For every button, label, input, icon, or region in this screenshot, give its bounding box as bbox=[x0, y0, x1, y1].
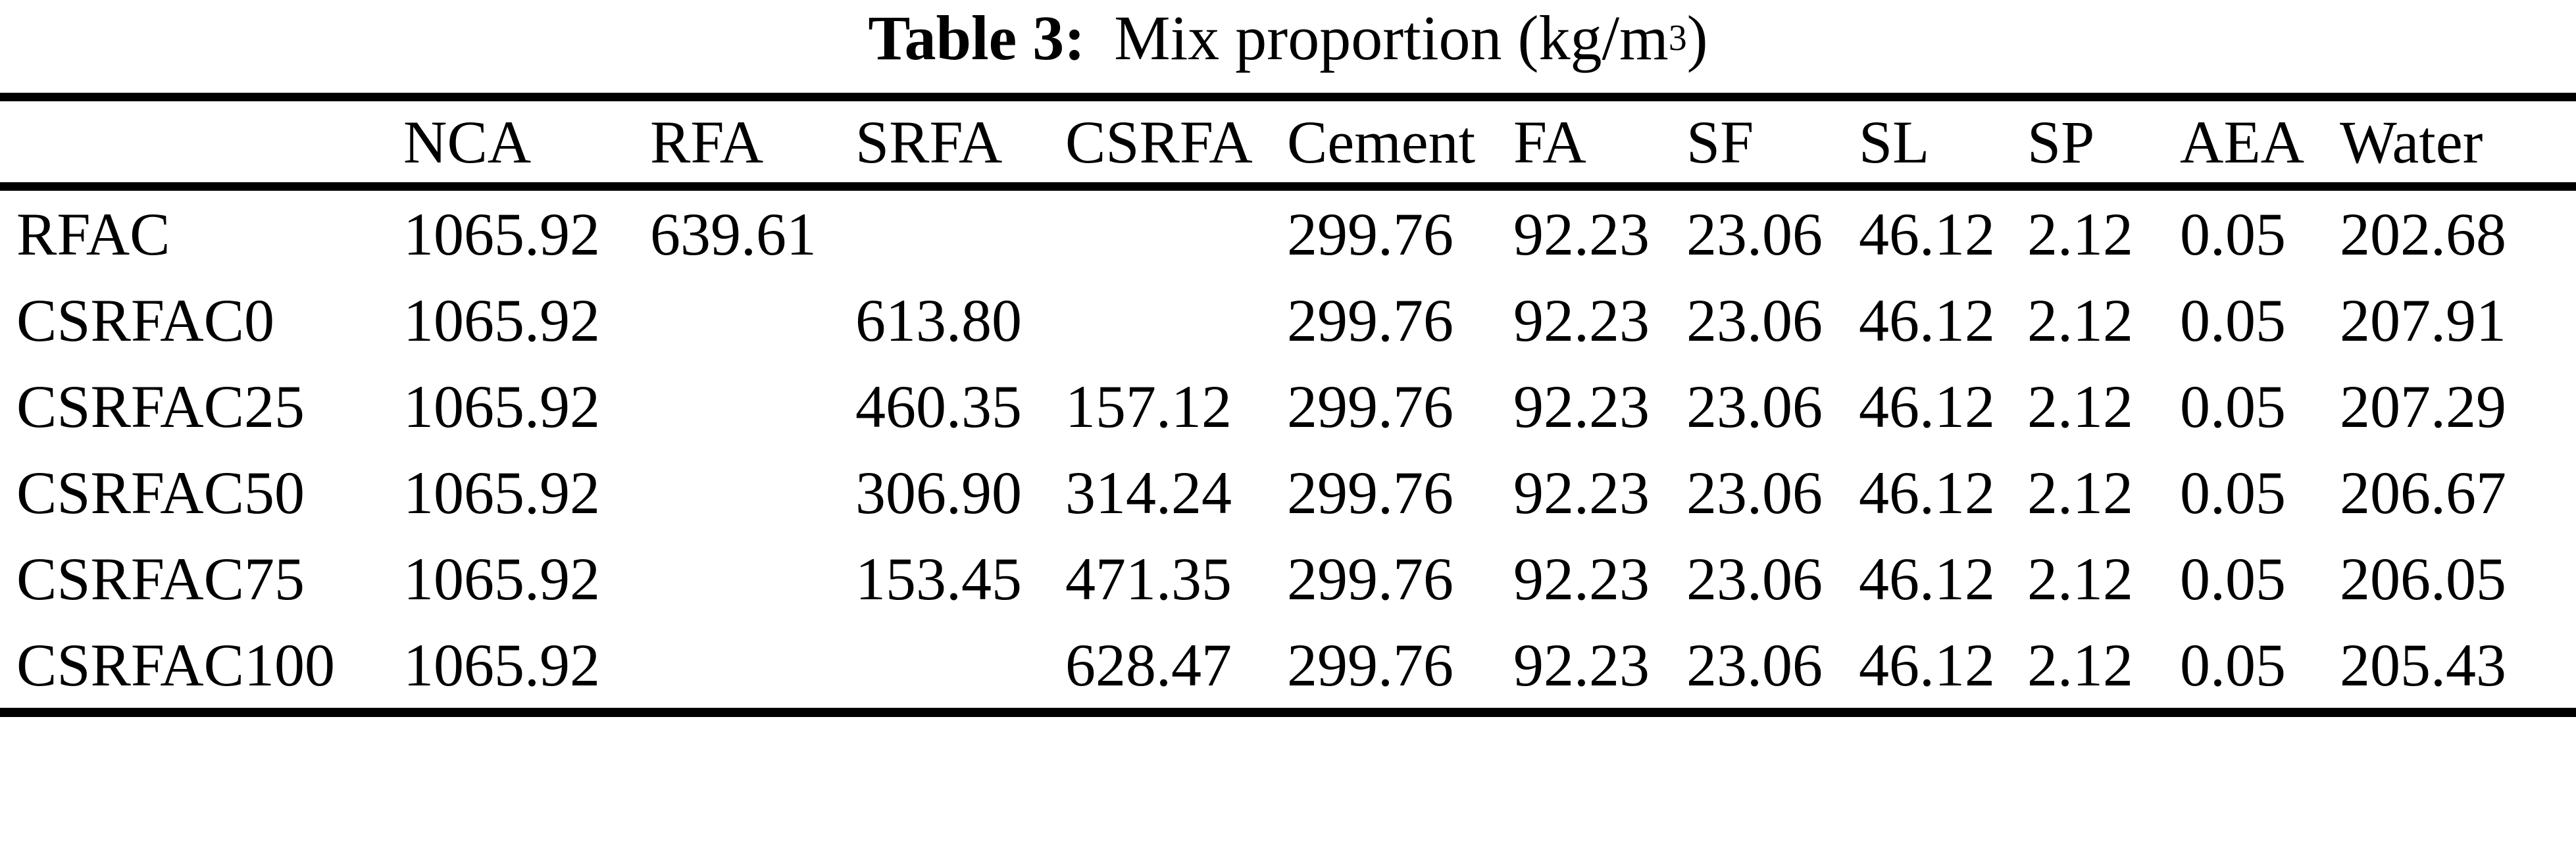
row-label: CSRFAC0 bbox=[16, 286, 275, 354]
cell-sf: 23.06 bbox=[1686, 631, 1823, 699]
cell-fa: 92.23 bbox=[1513, 545, 1650, 612]
cell-cement: 299.76 bbox=[1287, 286, 1453, 354]
header-mix-id bbox=[0, 97, 403, 191]
row-label: CSRFAC50 bbox=[16, 458, 305, 526]
cell-fa: 92.23 bbox=[1513, 631, 1650, 699]
cell-sl: 46.12 bbox=[1859, 372, 1995, 440]
cell-srfa bbox=[855, 622, 1065, 712]
cell-sp: 2.12 bbox=[2027, 200, 2133, 268]
cell-sf: 23.06 bbox=[1686, 458, 1823, 526]
cell-csrfa bbox=[1065, 187, 1287, 278]
table-caption-title: Mix proportion (kg/m bbox=[1114, 3, 1669, 73]
header-aea: AEA bbox=[2180, 97, 2340, 191]
table-row-csrfac25: CSRFAC25 1065.92 460.35 157.12 299.76 92… bbox=[0, 363, 2576, 449]
row-label: CSRFAC100 bbox=[16, 631, 336, 699]
cell-fa: 92.23 bbox=[1513, 458, 1650, 526]
cell-nca: 1065.92 bbox=[403, 631, 600, 699]
cell-fa: 92.23 bbox=[1513, 372, 1650, 440]
row-label: CSRFAC75 bbox=[16, 545, 305, 612]
mix-proportion-table: NCA RFA SRFA CSRFA Cement FA SF SL SP AE… bbox=[0, 93, 2576, 717]
header-sp: SP bbox=[2027, 97, 2180, 191]
header-fa: FA bbox=[1513, 97, 1686, 191]
cell-aea: 0.05 bbox=[2180, 286, 2286, 354]
cell-water: 205.43 bbox=[2340, 631, 2506, 699]
cell-srfa: 306.90 bbox=[855, 458, 1022, 526]
cell-water: 206.67 bbox=[2340, 458, 2506, 526]
cell-rfa bbox=[650, 363, 855, 449]
cell-cement: 299.76 bbox=[1287, 631, 1453, 699]
cell-sp: 2.12 bbox=[2027, 631, 2133, 699]
cell-cement: 299.76 bbox=[1287, 458, 1453, 526]
cell-nca: 1065.92 bbox=[403, 458, 600, 526]
cell-srfa: 153.45 bbox=[855, 545, 1022, 612]
cell-rfa: 639.61 bbox=[650, 200, 817, 268]
table-row-csrfac100: CSRFAC100 1065.92 628.47 299.76 92.23 23… bbox=[0, 622, 2576, 712]
cell-aea: 0.05 bbox=[2180, 200, 2286, 268]
cell-cement: 299.76 bbox=[1287, 545, 1453, 612]
cell-sl: 46.12 bbox=[1859, 631, 1995, 699]
table-row-csrfac75: CSRFAC75 1065.92 153.45 471.35 299.76 92… bbox=[0, 535, 2576, 622]
cell-aea: 0.05 bbox=[2180, 545, 2286, 612]
table-notes: Note: a In the mix proportion, CSRFA use… bbox=[0, 725, 2576, 842]
cell-sl: 46.12 bbox=[1859, 458, 1995, 526]
cell-csrfa: 471.35 bbox=[1065, 545, 1232, 612]
cell-aea: 0.05 bbox=[2180, 372, 2286, 440]
header-water: Water bbox=[2340, 97, 2576, 191]
cell-sp: 2.12 bbox=[2027, 458, 2133, 526]
cell-rfa bbox=[650, 535, 855, 622]
cell-sl: 46.12 bbox=[1859, 286, 1995, 354]
cell-csrfa: 314.24 bbox=[1065, 458, 1232, 526]
cell-fa: 92.23 bbox=[1513, 200, 1650, 268]
cell-srfa: 460.35 bbox=[855, 372, 1022, 440]
table-row-csrfac50: CSRFAC50 1065.92 306.90 314.24 299.76 92… bbox=[0, 449, 2576, 535]
cell-srfa bbox=[855, 187, 1065, 278]
cell-water: 206.05 bbox=[2340, 545, 2506, 612]
table-caption: Table 3: Mix proportion (kg/m 3) bbox=[868, 3, 1708, 73]
header-rfa: RFA bbox=[650, 97, 855, 191]
header-csrfa: CSRFA bbox=[1065, 97, 1287, 191]
cell-sf: 23.06 bbox=[1686, 372, 1823, 440]
cell-nca: 1065.92 bbox=[403, 545, 600, 612]
cell-aea: 0.05 bbox=[2180, 631, 2286, 699]
cell-water: 207.29 bbox=[2340, 372, 2506, 440]
cell-nca: 1065.92 bbox=[403, 286, 600, 354]
cell-aea: 0.05 bbox=[2180, 458, 2286, 526]
cell-sf: 23.06 bbox=[1686, 286, 1823, 354]
cell-sf: 23.06 bbox=[1686, 200, 1823, 268]
table-caption-close-paren: ) bbox=[1686, 3, 1708, 73]
table-caption-number: Table 3: bbox=[868, 3, 1086, 73]
cell-nca: 1065.92 bbox=[403, 200, 600, 268]
header-srfa: SRFA bbox=[855, 97, 1065, 191]
cell-srfa: 613.80 bbox=[855, 286, 1022, 354]
table-row-rfac: RFAC 1065.92 639.61 299.76 92.23 23.06 4… bbox=[0, 187, 2576, 278]
cell-cement: 299.76 bbox=[1287, 372, 1453, 440]
cell-sl: 46.12 bbox=[1859, 545, 1995, 612]
cell-csrfa: 628.47 bbox=[1065, 631, 1232, 699]
cell-csrfa bbox=[1065, 277, 1287, 363]
cell-sp: 2.12 bbox=[2027, 372, 2133, 440]
header-sf: SF bbox=[1686, 97, 1859, 191]
header-cement: Cement bbox=[1287, 97, 1513, 191]
row-label: RFAC bbox=[16, 200, 170, 268]
cell-sp: 2.12 bbox=[2027, 286, 2133, 354]
header-nca: NCA bbox=[403, 97, 650, 191]
cell-sp: 2.12 bbox=[2027, 545, 2133, 612]
cell-water: 207.91 bbox=[2340, 286, 2506, 354]
cell-sf: 23.06 bbox=[1686, 545, 1823, 612]
header-sl: SL bbox=[1859, 97, 2027, 191]
table-header-row: NCA RFA SRFA CSRFA Cement FA SF SL SP AE… bbox=[0, 97, 2576, 191]
cell-nca: 1065.92 bbox=[403, 372, 600, 440]
cell-rfa bbox=[650, 622, 855, 712]
cell-rfa bbox=[650, 449, 855, 535]
cell-water: 202.68 bbox=[2340, 200, 2506, 268]
table-row-csrfac0: CSRFAC0 1065.92 613.80 299.76 92.23 23.0… bbox=[0, 277, 2576, 363]
cell-rfa bbox=[650, 277, 855, 363]
cell-fa: 92.23 bbox=[1513, 286, 1650, 354]
cell-csrfa: 157.12 bbox=[1065, 372, 1232, 440]
cell-sl: 46.12 bbox=[1859, 200, 1995, 268]
cell-cement: 299.76 bbox=[1287, 200, 1453, 268]
row-label: CSRFAC25 bbox=[16, 372, 305, 440]
